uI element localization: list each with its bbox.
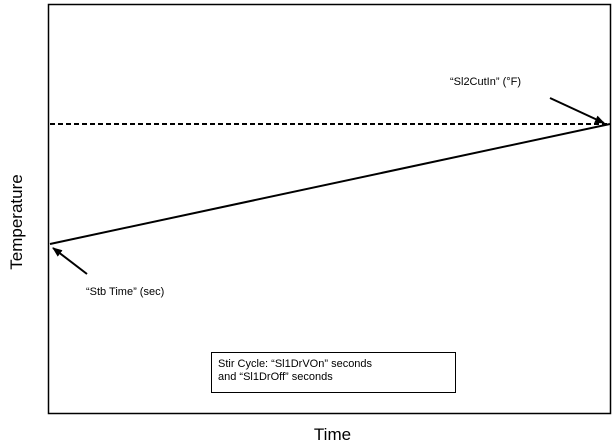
start-arrow [52,247,88,275]
temperature-ramp-line [49,123,611,245]
plot-frame [47,3,612,415]
stir-cycle-line-1: Stir Cycle: “Sl1DrVOn” seconds [218,358,373,370]
y-axis-title: Temperature [7,174,26,270]
stir-cycle-box: Stir Cycle: “Sl1DrVOn” seconds and “Sl1D… [211,352,456,393]
x-axis-title: Time [313,425,352,444]
start-time-label: “Stb Time” (sec) [86,286,165,298]
setpoint-label: “Sl2CutIn” (°F) [450,76,522,88]
stir-cycle-line-2: and “Sl1DrOff” seconds [218,371,333,383]
setpoint-arrow [549,97,605,124]
